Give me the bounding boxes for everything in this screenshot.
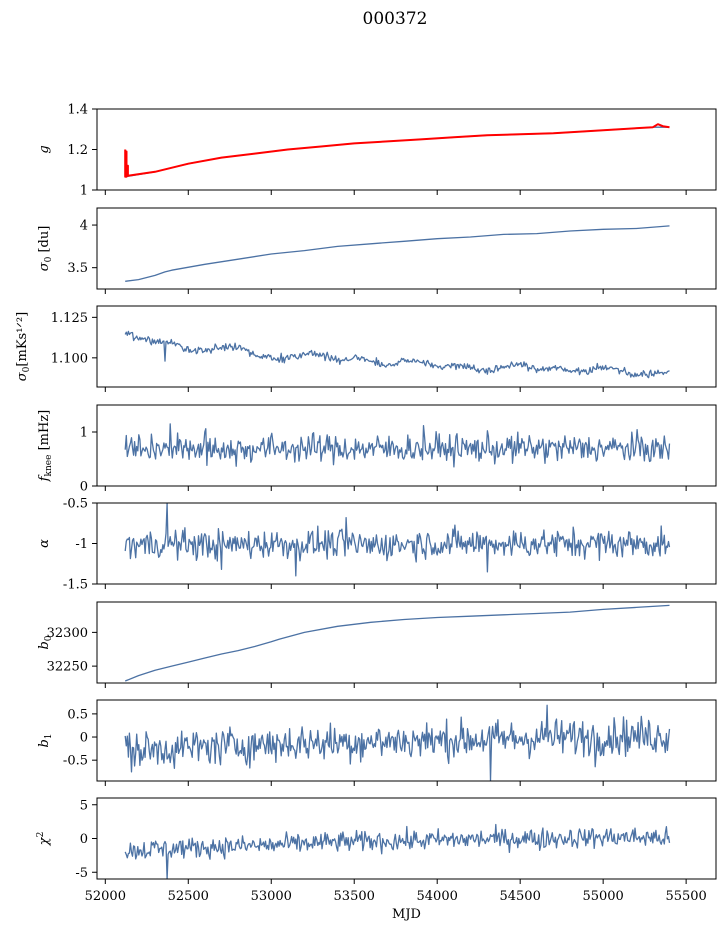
y-tick-label: 0 [80, 731, 88, 746]
y-axis-label: b0 [37, 635, 54, 649]
x-tick-label: 52000 [85, 889, 126, 904]
x-tick-label: 55500 [665, 889, 706, 904]
series-line-5-1 [124, 503, 671, 577]
x-tick-label: 53500 [334, 889, 375, 904]
y-tick-label: 0 [80, 480, 88, 495]
series-line-2-1 [125, 225, 670, 282]
y-tick-label: 32300 [47, 626, 88, 641]
plot-frame [96, 699, 717, 782]
x-axis-label: MJD [392, 907, 421, 922]
y-tick-label: 5 [80, 798, 88, 813]
series-line-1-2 [124, 123, 670, 178]
y-tick-label: 1.4 [67, 103, 88, 118]
x-tick-label: 52500 [168, 889, 209, 904]
y-axis-label: σ0 [du] [37, 226, 54, 272]
plot-frame [96, 108, 717, 191]
series-line-4-1 [124, 423, 671, 468]
y-tick-label: 32250 [47, 660, 88, 675]
x-tick-label: 55000 [582, 889, 623, 904]
plot-frame [96, 305, 717, 388]
y-tick-label: 1.2 [67, 143, 88, 158]
y-axis-label: g [37, 145, 52, 153]
series-line-8-1 [124, 823, 671, 879]
plot-frame [96, 404, 717, 487]
plot-frame [96, 207, 717, 290]
panels: 1 1.2 1.4 g 3.5 4 σ0 [du] 1.100 1.125 σ0[mKs¹ᐟ²] 0… [15, 103, 717, 922]
panel-1: 1 1.2 1.4 g [37, 103, 717, 199]
figure-title: 000372 [363, 9, 428, 29]
y-tick-label: 4 [80, 219, 88, 234]
y-tick-label: 1.100 [51, 351, 88, 366]
y-tick-label: 0 [80, 832, 88, 847]
y-tick-label: 3.5 [67, 261, 88, 276]
y-tick-label: 0.5 [67, 707, 88, 722]
plot-frame [96, 601, 717, 684]
y-axis-label: b1 [37, 733, 54, 747]
y-axis-label: fknee [mHz] [37, 410, 54, 483]
y-tick-label: -0.5 [63, 497, 88, 512]
y-tick-label: -5 [75, 866, 88, 881]
y-tick-label: 1 [80, 426, 88, 441]
panel-5: -1.5 -1 -0.5 α [37, 497, 717, 593]
panel-3: 1.100 1.125 σ0[mKs¹ᐟ²] [15, 305, 717, 392]
y-axis-label: χ2 [36, 832, 52, 847]
y-tick-label: -0.5 [63, 754, 88, 769]
series-line-1-1 [125, 126, 670, 178]
x-tick-label: 54000 [417, 889, 458, 904]
x-tick-label: 54500 [499, 889, 540, 904]
panel-7: -0.5 0 0.5 b1 [37, 699, 717, 786]
series-line-3-1 [124, 330, 670, 379]
y-axis-label: α [37, 539, 52, 548]
y-tick-label: 1.125 [51, 311, 88, 326]
y-axis-label: σ0[mKs¹ᐟ²] [15, 312, 32, 381]
panel-4: 0 1 fknee [mHz] [37, 404, 717, 495]
panel-8: -5 0 5 52000 52500 53000 53500 54000 54500 55000 5… [36, 797, 717, 922]
y-tick-label: -1 [75, 537, 88, 552]
panel-2: 3.5 4 σ0 [du] [37, 207, 717, 294]
series-line-7-1 [124, 704, 671, 781]
y-tick-label: -1.5 [63, 578, 88, 593]
x-tick-label: 53000 [251, 889, 292, 904]
series-line-6-1 [124, 604, 670, 682]
y-tick-label: 1 [80, 184, 88, 199]
